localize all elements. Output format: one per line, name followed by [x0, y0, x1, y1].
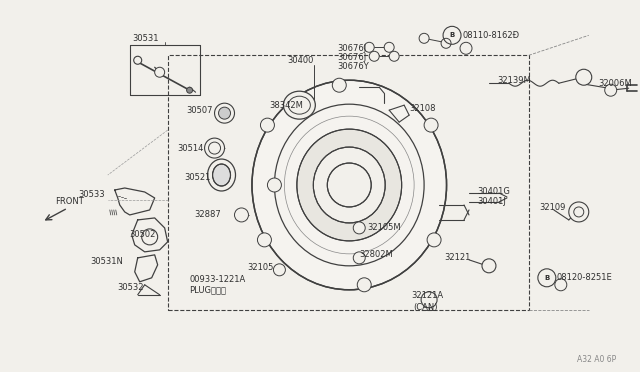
- Text: 30676Y: 30676Y: [337, 62, 369, 71]
- Circle shape: [427, 233, 441, 247]
- Circle shape: [141, 229, 157, 245]
- Text: 32006M: 32006M: [599, 79, 632, 88]
- Circle shape: [424, 118, 438, 132]
- Text: B: B: [544, 275, 550, 281]
- Text: 30514: 30514: [178, 144, 204, 153]
- Text: 30531N: 30531N: [90, 257, 123, 266]
- Ellipse shape: [252, 80, 447, 290]
- Text: 30676J: 30676J: [337, 53, 367, 62]
- Circle shape: [257, 233, 271, 247]
- Text: 08120-8251E: 08120-8251E: [557, 273, 612, 282]
- Text: 30502: 30502: [130, 230, 156, 240]
- Ellipse shape: [289, 96, 310, 114]
- Text: PLUGプラグ: PLUGプラグ: [189, 285, 227, 294]
- Circle shape: [569, 202, 589, 222]
- Text: 30531: 30531: [132, 34, 159, 43]
- Text: 32108: 32108: [409, 104, 436, 113]
- Ellipse shape: [297, 129, 402, 241]
- Text: 32887: 32887: [195, 211, 221, 219]
- Text: 38342M: 38342M: [269, 101, 303, 110]
- Circle shape: [369, 51, 379, 61]
- Text: 30676J: 30676J: [337, 44, 367, 53]
- Circle shape: [441, 38, 451, 48]
- Text: 00933-1221A: 00933-1221A: [189, 275, 246, 284]
- Circle shape: [268, 178, 282, 192]
- Text: (CAN): (CAN): [413, 303, 438, 312]
- Circle shape: [576, 69, 592, 85]
- Text: B: B: [449, 32, 454, 38]
- Circle shape: [234, 208, 248, 222]
- Circle shape: [353, 252, 365, 264]
- Circle shape: [460, 42, 472, 54]
- Circle shape: [273, 264, 285, 276]
- Text: 30532: 30532: [118, 283, 144, 292]
- Circle shape: [482, 259, 496, 273]
- Text: 30400: 30400: [287, 56, 314, 65]
- Text: 32802M: 32802M: [359, 250, 393, 259]
- Circle shape: [155, 67, 164, 77]
- Text: 32105: 32105: [248, 263, 274, 272]
- Circle shape: [605, 84, 617, 96]
- Circle shape: [555, 279, 567, 291]
- Text: 32121A: 32121A: [411, 291, 444, 300]
- Circle shape: [209, 142, 221, 154]
- Bar: [168, 55, 529, 310]
- Circle shape: [574, 207, 584, 217]
- Circle shape: [419, 33, 429, 43]
- Circle shape: [364, 42, 374, 52]
- Text: 30521: 30521: [184, 173, 211, 182]
- Circle shape: [218, 107, 230, 119]
- Text: 30533: 30533: [78, 190, 104, 199]
- Ellipse shape: [314, 147, 385, 223]
- Circle shape: [187, 87, 193, 93]
- Text: 32105M: 32105M: [367, 224, 401, 232]
- Ellipse shape: [207, 159, 236, 191]
- Circle shape: [327, 163, 371, 207]
- Circle shape: [353, 222, 365, 234]
- Ellipse shape: [284, 91, 316, 119]
- Text: 30401G: 30401G: [477, 187, 510, 196]
- Circle shape: [421, 292, 437, 308]
- Circle shape: [134, 56, 141, 64]
- Text: 08110-8162Đ: 08110-8162Đ: [462, 31, 519, 40]
- Text: 30507: 30507: [187, 106, 213, 115]
- Circle shape: [260, 118, 275, 132]
- Circle shape: [332, 78, 346, 92]
- Text: 30401J: 30401J: [477, 198, 506, 206]
- Text: A32 A0 6P: A32 A0 6P: [577, 355, 617, 364]
- Text: 32139M: 32139M: [497, 76, 531, 85]
- Text: 32109: 32109: [539, 203, 565, 212]
- Ellipse shape: [212, 164, 230, 186]
- Circle shape: [357, 278, 371, 292]
- Circle shape: [214, 103, 234, 123]
- Circle shape: [205, 138, 225, 158]
- Circle shape: [384, 42, 394, 52]
- Text: FRONT: FRONT: [55, 198, 84, 206]
- Circle shape: [389, 51, 399, 61]
- Text: 32121: 32121: [444, 253, 470, 262]
